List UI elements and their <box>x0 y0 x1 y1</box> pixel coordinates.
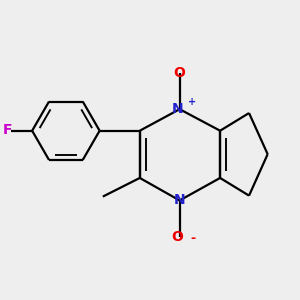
Text: O: O <box>174 66 186 80</box>
Text: +: + <box>188 97 196 107</box>
Text: O: O <box>171 230 183 244</box>
Text: N: N <box>174 193 185 207</box>
Text: -: - <box>190 232 196 245</box>
Text: F: F <box>3 123 12 137</box>
Text: N: N <box>172 102 184 116</box>
